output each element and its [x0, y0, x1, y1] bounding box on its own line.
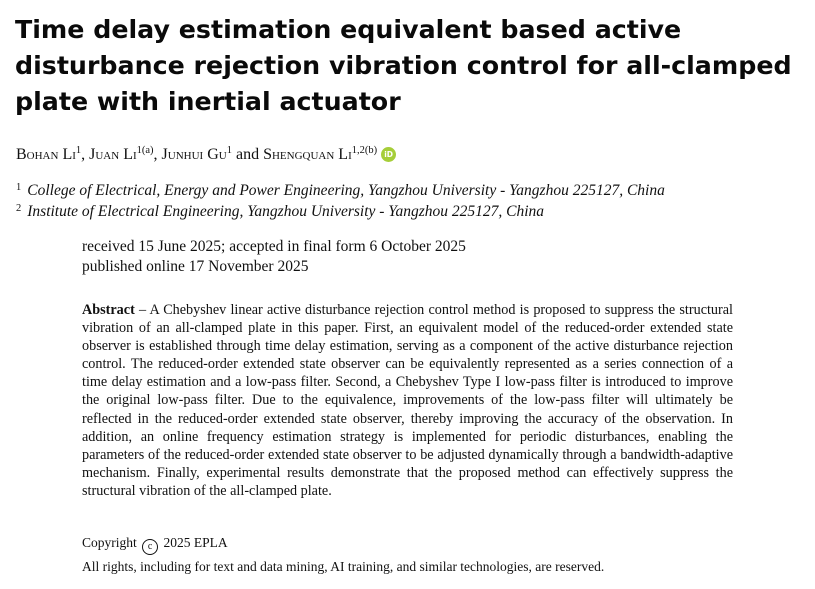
affiliation-text: Institute of Electrical Engineering, Yan… — [27, 203, 545, 220]
author-name: Junhui Gu — [161, 146, 227, 163]
author-separator: , — [81, 146, 86, 163]
affiliation-number: 1 — [16, 182, 22, 193]
published-date: published online 17 November 2025 — [82, 258, 309, 275]
copyright-prefix: Copyright — [82, 535, 137, 550]
abstract-text: A Chebyshev linear active disturbance re… — [82, 302, 733, 499]
author-name: Juan Li — [89, 146, 137, 163]
author-affiliation-marker: 1,2(b) — [351, 145, 378, 156]
received-dates: received 15 June 2025; accepted in final… — [82, 238, 466, 255]
author-name: Shengquan Li — [263, 146, 352, 163]
affiliation-number: 2 — [16, 203, 22, 214]
author-affiliation-marker: 1 — [226, 145, 232, 156]
abstract-label: Abstract — [82, 302, 135, 318]
orcid-icon[interactable]: iD — [381, 147, 397, 162]
affiliation-text: College of Electrical, Energy and Power … — [27, 182, 665, 199]
affiliation-1: 1 College of Electrical, Energy and Power… — [16, 181, 665, 201]
copyright-line: Copyright c 2025 EPLA — [82, 534, 228, 555]
author-affiliation-marker: 1(a) — [136, 145, 154, 156]
copyright-icon: c — [142, 539, 159, 555]
affiliation-2: 2 Institute of Electrical Engineering, Ya… — [16, 202, 544, 222]
abstract-dash: – — [134, 302, 150, 318]
author-list: Bohan Li1, Juan Li1(a), Junhui Gu1 and S… — [16, 145, 397, 165]
paper-title: Time delay estimation equivalent based a… — [15, 15, 792, 116]
author-affiliation-marker: 1 — [75, 145, 82, 156]
abstract: Abstract – A Chebyshev linear active dis… — [82, 301, 733, 500]
author-conjunction: and — [235, 146, 260, 163]
rights-statement: All rights, including for text and data … — [82, 559, 605, 574]
author-name: Bohan Li — [16, 146, 76, 163]
copyright-year-holder: 2025 EPLA — [163, 535, 228, 550]
author-separator: , — [153, 146, 158, 163]
